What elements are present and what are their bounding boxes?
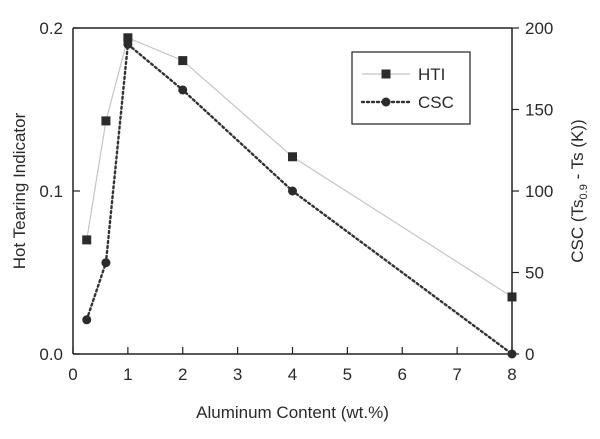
x-tick-label: 0 — [68, 365, 77, 384]
data-point-hti — [507, 292, 517, 302]
data-point-csc — [288, 186, 297, 196]
x-tick-label: 4 — [288, 365, 297, 384]
y-left-axis-title: Hot Tearing Indicator — [10, 112, 29, 269]
x-axis-title: Aluminum Content (wt.%) — [196, 403, 389, 422]
legend-marker-csc — [381, 97, 391, 107]
x-tick-label: 6 — [398, 365, 407, 384]
series-layer — [82, 33, 517, 359]
data-point-csc — [507, 349, 517, 359]
y-right-tick-label: 150 — [525, 101, 553, 120]
data-point-hti — [288, 152, 297, 162]
data-point-csc — [101, 258, 111, 268]
series-line-csc — [85, 41, 514, 356]
x-tick-label: 2 — [178, 365, 187, 384]
legend-box — [351, 51, 471, 125]
data-point-csc — [82, 315, 92, 325]
legend-label-hti: HTI — [418, 65, 445, 84]
ticks: 0 1 2 3 4 5 6 7 8 0.0 0.1 0.2 0 50 100 150 200 — [39, 19, 553, 384]
x-tick-label: 7 — [452, 365, 461, 384]
y-right-tick-label: 200 — [525, 19, 553, 38]
data-point-csc — [178, 85, 188, 95]
y-right-axis-title: CSC (Ts0.9 - Ts (K)) — [568, 119, 590, 262]
y-left-tick-label: 0.1 — [39, 182, 63, 201]
x-tick-label: 8 — [507, 365, 516, 384]
y-right-title-rest: - Ts (K)) — [568, 119, 587, 184]
x-tick-label: 5 — [343, 365, 352, 384]
x-tick-label: 1 — [123, 365, 132, 384]
data-point-hti — [123, 33, 133, 43]
y-left-tick-label: 0.2 — [39, 19, 63, 38]
y-right-title-subscript: 0.9 — [578, 184, 590, 199]
y-right-tick-label: 0 — [525, 345, 534, 364]
legend-marker-hti — [381, 69, 391, 79]
data-point-csc — [123, 39, 133, 49]
y-right-title-main: CSC (Ts — [568, 199, 587, 262]
data-point-hti — [178, 56, 188, 66]
legend-label-csc: CSC — [418, 93, 454, 112]
data-point-hti — [82, 235, 92, 245]
y-left-tick-label: 0.0 — [39, 345, 63, 364]
legend: HTI CSC — [351, 51, 471, 125]
y-right-tick-label: 100 — [525, 182, 553, 201]
data-point-hti — [101, 116, 111, 126]
y-right-tick-label: 50 — [525, 264, 544, 283]
series-line-hti — [86, 36, 513, 298]
x-tick-label: 3 — [233, 365, 242, 384]
